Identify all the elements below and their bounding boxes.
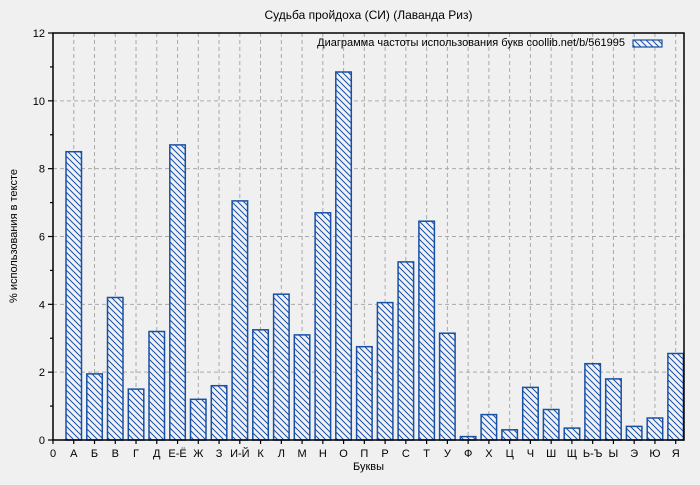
bar-Т — [418, 220, 436, 441]
y-tick-label: 12 — [33, 28, 45, 40]
bar-Ж — [189, 398, 207, 441]
bar-К — [252, 329, 270, 441]
bar-Ц — [501, 429, 519, 441]
y-axis-title: % использования в тексте — [8, 169, 20, 303]
bar-П — [355, 345, 373, 441]
bar-Н — [314, 212, 332, 441]
bar-У — [438, 332, 456, 441]
y-tick-label: 4 — [39, 299, 45, 311]
legend-label: Диаграмма частоты использования букв coo… — [317, 37, 625, 49]
x-tick-label: Ц — [506, 448, 514, 460]
y-tick-label: 8 — [39, 164, 45, 176]
x-tick-label: Г — [133, 448, 139, 460]
x-tick-label: Е-Ё — [168, 448, 186, 460]
x-tick-label: А — [70, 448, 78, 460]
bar-Д — [148, 330, 166, 441]
x-tick-label: К — [257, 448, 264, 460]
x-tick-label: Ч — [527, 448, 534, 460]
bar-А — [65, 150, 83, 441]
x-tick-label: Ы — [609, 448, 619, 460]
bar-З — [210, 384, 228, 441]
bar-В — [106, 296, 124, 441]
y-tick-label: 0 — [39, 435, 45, 447]
bar-М — [293, 334, 311, 441]
x-tick-label: В — [112, 448, 119, 460]
x-tick-label: Ш — [546, 448, 556, 460]
bar-Ы — [604, 378, 622, 441]
x-tick-label: Ь-Ъ — [583, 448, 603, 460]
x-tick-label: Р — [381, 448, 388, 460]
x-tick-label: Т — [423, 448, 430, 460]
x-tick-label: Ж — [193, 448, 203, 460]
bar-Э — [625, 425, 643, 441]
bar-Р — [376, 301, 394, 441]
y-tick-label: 10 — [33, 96, 45, 108]
bar-С — [397, 261, 415, 441]
bar-И-Й — [231, 200, 249, 441]
x-tick-label: П — [360, 448, 368, 460]
bar-Ш — [542, 408, 560, 441]
x-tick-label: Н — [319, 448, 327, 460]
bar-Ю — [646, 417, 664, 441]
x-tick-label: О — [339, 448, 348, 460]
bar-Х — [480, 413, 498, 441]
bar-Б — [86, 373, 104, 441]
x-axis-title: Буквы — [352, 461, 385, 473]
x-tick-label: Щ — [567, 448, 577, 460]
bar-Ч — [521, 386, 539, 441]
x-tick-label: 0 — [50, 448, 56, 460]
bar-Г — [127, 388, 145, 441]
bar-Я — [667, 352, 685, 441]
x-tick-label: Б — [91, 448, 98, 460]
x-tick-label: С — [402, 448, 410, 460]
bar-О — [335, 71, 353, 441]
chart-title: Судьба пройдоха (СИ) (Лаванда Риз) — [264, 8, 473, 22]
x-tick-label: Л — [278, 448, 285, 460]
y-tick-label: 2 — [39, 367, 45, 379]
x-tick-label: Х — [485, 448, 493, 460]
bar-Е-Ё — [169, 144, 187, 441]
bar-Ь-Ъ — [584, 362, 602, 441]
x-tick-label: Я — [672, 448, 680, 460]
x-tick-label: У — [444, 448, 452, 460]
x-tick-label: Ф — [464, 448, 472, 460]
bar-Щ — [563, 427, 581, 441]
x-tick-label: Ю — [649, 448, 660, 460]
x-tick-label: З — [216, 448, 223, 460]
x-tick-label: И-Й — [230, 447, 249, 460]
legend-swatch-icon — [632, 39, 663, 48]
x-tick-label: Д — [153, 448, 161, 460]
bar-Л — [272, 293, 290, 441]
y-tick-label: 6 — [39, 232, 45, 244]
x-tick-label: М — [297, 448, 306, 460]
x-tick-label: Э — [630, 448, 638, 460]
